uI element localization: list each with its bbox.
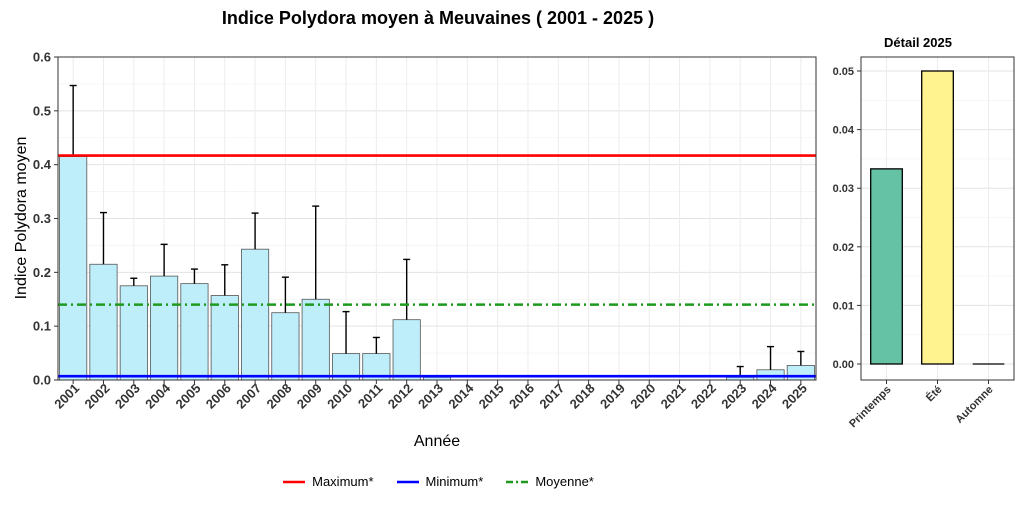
detail-y-tick-label: 0.02 (833, 242, 854, 254)
main-x-tick-label: 2021 (658, 381, 689, 412)
bar-2009 (301, 298, 330, 381)
detail-bar-printemps (870, 168, 903, 365)
main-x-tick-label: 2016 (506, 381, 537, 412)
detail-y-tick-label: 0.04 (833, 125, 855, 137)
main-x-tick-label: 2001 (51, 381, 82, 412)
legend-label-moyenne: Moyenne* (535, 474, 594, 489)
bar-2002 (89, 263, 118, 381)
main-x-tick-label: 2002 (82, 381, 113, 412)
main-y-tick-label: 0.6 (33, 50, 51, 65)
main-x-tick-label: 2019 (597, 381, 628, 412)
detail-y-tick-label: 0.05 (833, 66, 854, 78)
main-y-tick-label: 0.2 (33, 265, 51, 280)
main-x-tick-label: 2017 (536, 381, 567, 412)
legend-item-moyenne: Moyenne* (505, 474, 594, 489)
bar-2007 (241, 248, 270, 381)
main-x-tick-label: 2013 (415, 381, 446, 412)
main-x-tick-label: 2004 (142, 380, 174, 412)
legend: Maximum* Minimum* Moyenne* (0, 474, 876, 489)
detail-y-tick-label: 0.03 (833, 183, 854, 195)
bar-2024 (756, 369, 785, 381)
legend-label-minimum: Minimum* (425, 474, 484, 489)
main-x-tick-label: 2015 (476, 381, 507, 412)
main-x-tick-label: 2005 (173, 381, 204, 412)
main-x-tick-label: 2012 (385, 381, 416, 412)
detail-bar-été (921, 70, 954, 365)
main-x-tick-label: 2018 (567, 381, 598, 412)
main-x-tick-label: 2024 (749, 380, 781, 412)
legend-key-minimum (396, 480, 419, 483)
bar-2001 (59, 156, 88, 381)
main-x-tick-label: 2023 (718, 381, 749, 412)
main-x-axis-label: Année (413, 433, 461, 450)
detail-y-tick-label: 0.00 (833, 359, 854, 371)
main-x-tick-label: 2003 (112, 381, 143, 412)
bar-2008 (271, 312, 300, 381)
bar-2004 (150, 275, 179, 381)
legend-key-maximum (283, 480, 306, 483)
main-y-tick-label: 0.4 (33, 157, 52, 172)
main-x-tick-label: 2009 (294, 381, 325, 412)
bar-2012 (392, 319, 421, 381)
legend-key-moyenne (506, 480, 529, 483)
detail-y-tick-label: 0.01 (833, 300, 854, 312)
main-x-tick-label: 2020 (627, 381, 658, 412)
main-x-tick-label: 2010 (324, 381, 355, 412)
main-x-tick-label: 2022 (688, 381, 719, 412)
main-x-tick-label: 2025 (779, 381, 810, 412)
detail-x-tick-label: Printemps (847, 384, 894, 431)
detail-x-tick-label: Été (923, 383, 944, 404)
bar-2003 (119, 285, 148, 381)
main-y-tick-label: 0.5 (33, 103, 51, 118)
main-x-tick-label: 2011 (355, 381, 386, 412)
legend-label-maximum: Maximum* (312, 474, 374, 489)
legend-item-minimum: Minimum* (396, 474, 484, 489)
bar-2006 (210, 295, 239, 381)
bar-2005 (180, 283, 209, 381)
main-y-tick-label: 0.1 (33, 319, 51, 334)
main-y-tick-label: 0.3 (33, 211, 51, 226)
detail-chart-title: Détail 2025 (884, 35, 952, 50)
detail-x-tick-label: Automne (953, 384, 995, 426)
main-chart-title: Indice Polydora moyen à Meuvaines ( 2001… (221, 8, 655, 28)
main-x-tick-label: 2014 (445, 380, 477, 412)
main-x-tick-label: 2007 (233, 381, 264, 412)
legend-item-maximum: Maximum* (282, 474, 374, 489)
main-y-tick-label: 0.0 (33, 373, 51, 388)
main-x-tick-label: 2006 (203, 381, 234, 412)
bar-2025 (786, 365, 815, 381)
main-x-tick-label: 2008 (263, 381, 294, 412)
